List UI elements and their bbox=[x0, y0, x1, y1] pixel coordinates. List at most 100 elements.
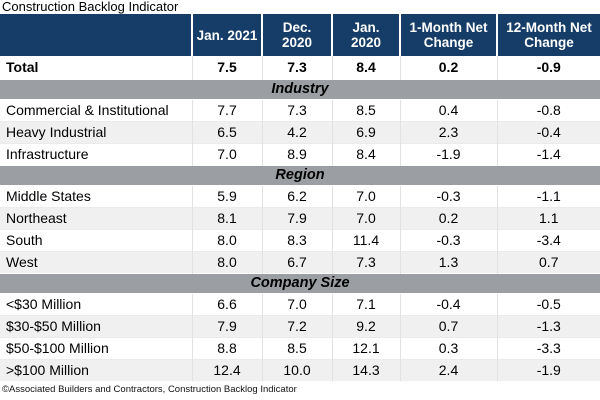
table-row-infrastructure: Infrastructure 7.0 8.9 8.4 -1.9 -1.4 bbox=[0, 143, 600, 165]
cell-value: 8.8 bbox=[191, 337, 262, 359]
cell-value: -0.8 bbox=[496, 99, 600, 121]
cell-value: 9.2 bbox=[331, 315, 400, 337]
cell-value: 8.4 bbox=[331, 143, 400, 165]
cell-value: 5.9 bbox=[191, 185, 262, 207]
cell-value: 6.9 bbox=[331, 121, 400, 143]
cell-value: -0.3 bbox=[399, 185, 497, 207]
cell-value: 7.0 bbox=[331, 185, 400, 207]
row-label: Total bbox=[6, 59, 39, 76]
section-title: Industry bbox=[0, 78, 600, 100]
table-row-50-100-million: $50-$100 Million 8.8 8.5 12.1 0.3 -3.3 bbox=[0, 337, 600, 359]
column-header-12-month-net-change: 12-Month Net Change bbox=[496, 14, 600, 56]
cell-value: 8.9 bbox=[261, 143, 332, 165]
cell-value: 0.3 bbox=[399, 337, 497, 359]
header-row-label-spacer bbox=[0, 14, 192, 56]
source-attribution: ©Associated Builders and Contractors, Co… bbox=[2, 384, 297, 395]
row-label: $30-$50 Million bbox=[0, 315, 192, 337]
table-row-heavy-industrial: Heavy Industrial 6.5 4.2 6.9 2.3 -0.4 bbox=[0, 121, 600, 143]
table-row-100-million: >$100 Million 12.4 10.0 14.3 2.4 -1.9 bbox=[0, 359, 600, 381]
cell-value: 7.9 bbox=[261, 207, 332, 229]
cell-value: 0.4 bbox=[399, 99, 497, 121]
table-row-northeast: Northeast 8.1 7.9 7.0 0.2 1.1 bbox=[0, 207, 600, 229]
cell-value: 7.0 bbox=[261, 293, 332, 315]
total-row: Total 7.5 7.3 8.4 0.2 -0.9 bbox=[0, 56, 600, 79]
cell-value: -0.4 bbox=[399, 293, 497, 315]
cell-value: 8.5 bbox=[261, 337, 332, 359]
table-row-commercial-institutional: Commercial & Institutional 7.7 7.3 8.5 0.4 -0… bbox=[0, 99, 600, 121]
cell-value: 12.4 bbox=[191, 359, 262, 381]
cell-value: 8.3 bbox=[261, 229, 332, 251]
cell-value: 7.3 bbox=[261, 56, 332, 79]
cell-value: 14.3 bbox=[331, 359, 400, 381]
cell-value: 2.4 bbox=[399, 359, 497, 381]
row-label: Middle States bbox=[6, 188, 91, 204]
cell-value: 6.2 bbox=[261, 185, 332, 207]
cell-value: 7.3 bbox=[331, 251, 400, 273]
cell-value: -3.3 bbox=[496, 337, 600, 359]
table-row-south: South 8.0 8.3 11.4 -0.3 -3.4 bbox=[0, 229, 600, 251]
cell-value: 7.0 bbox=[331, 207, 400, 229]
table-row-middle-states: Middle States 5.9 6.2 7.0 -0.3 -1.1 bbox=[0, 185, 600, 207]
page-title: Construction Backlog Indicator bbox=[2, 0, 179, 14]
cell-value: 6.7 bbox=[261, 251, 332, 273]
row-label: Heavy Industrial bbox=[0, 121, 192, 143]
cell-value: -0.5 bbox=[496, 293, 600, 315]
row-label: Commercial & Institutional bbox=[6, 102, 169, 118]
column-header-dec-2020: Dec. 2020 bbox=[261, 14, 332, 56]
table-row-30-50-million: $30-$50 Million 7.9 7.2 9.2 0.7 -1.3 bbox=[0, 315, 600, 337]
cell-value: -3.4 bbox=[496, 229, 600, 251]
cell-value: 7.0 bbox=[191, 143, 262, 165]
backlog-table: Jan. 2021 Dec. 2020 Jan. 2020 1-Month Ne… bbox=[0, 14, 600, 381]
cell-value: 7.5 bbox=[191, 56, 262, 79]
cell-value: 8.4 bbox=[331, 56, 400, 79]
cell-value: 1.3 bbox=[399, 251, 497, 273]
table-body: Total 7.5 7.3 8.4 0.2 -0.9 Industry Comme… bbox=[0, 56, 600, 381]
column-header-jan-2021: Jan. 2021 bbox=[191, 14, 262, 56]
row-label: >$100 Million bbox=[0, 359, 192, 381]
section-header-industry: Industry bbox=[0, 78, 600, 100]
row-label: Infrastructure bbox=[6, 146, 89, 162]
cell-value: -1.1 bbox=[496, 185, 600, 207]
cell-value: 7.3 bbox=[261, 99, 332, 121]
cell-value: 1.1 bbox=[496, 207, 600, 229]
cell-value: -0.3 bbox=[399, 229, 497, 251]
cell-value: -0.9 bbox=[496, 56, 600, 79]
cell-value: 7.1 bbox=[331, 293, 400, 315]
section-title: Region bbox=[0, 164, 600, 186]
cell-value: -1.3 bbox=[496, 315, 600, 337]
cell-value: 6.5 bbox=[191, 121, 262, 143]
cell-value: 8.1 bbox=[191, 207, 262, 229]
cell-value: 4.2 bbox=[261, 121, 332, 143]
column-header-1-month-net-change: 1-Month Net Change bbox=[399, 14, 497, 56]
cell-value: 7.7 bbox=[191, 99, 262, 121]
cell-value: 8.0 bbox=[191, 229, 262, 251]
cell-value: 2.3 bbox=[399, 121, 497, 143]
header-row: Jan. 2021 Dec. 2020 Jan. 2020 1-Month Ne… bbox=[0, 14, 600, 56]
cell-value: 0.7 bbox=[399, 315, 497, 337]
row-label: <$30 Million bbox=[6, 296, 82, 312]
cell-value: -1.4 bbox=[496, 143, 600, 165]
cell-value: 6.6 bbox=[191, 293, 262, 315]
cell-value: 0.2 bbox=[399, 207, 497, 229]
cell-value: -1.9 bbox=[399, 143, 497, 165]
cell-value: 0.2 bbox=[399, 56, 497, 79]
cell-value: -0.4 bbox=[496, 121, 600, 143]
row-label: Northeast bbox=[0, 207, 192, 229]
cell-value: 12.1 bbox=[331, 337, 400, 359]
column-header-jan-2020: Jan. 2020 bbox=[331, 14, 400, 56]
row-label: South bbox=[6, 232, 43, 248]
cell-value: -1.9 bbox=[496, 359, 600, 381]
table-row-30-million: <$30 Million 6.6 7.0 7.1 -0.4 -0.5 bbox=[0, 293, 600, 315]
cell-value: 8.0 bbox=[191, 251, 262, 273]
row-label: $50-$100 Million bbox=[6, 340, 109, 356]
section-title: Company Size bbox=[0, 272, 600, 294]
section-header-region: Region bbox=[0, 164, 600, 186]
cell-value: 7.2 bbox=[261, 315, 332, 337]
table-row-west: West 8.0 6.7 7.3 1.3 0.7 bbox=[0, 251, 600, 273]
row-label: West bbox=[0, 251, 192, 273]
cell-value: 7.9 bbox=[191, 315, 262, 337]
cell-value: 0.7 bbox=[496, 251, 600, 273]
cell-value: 8.5 bbox=[331, 99, 400, 121]
cell-value: 11.4 bbox=[331, 229, 400, 251]
